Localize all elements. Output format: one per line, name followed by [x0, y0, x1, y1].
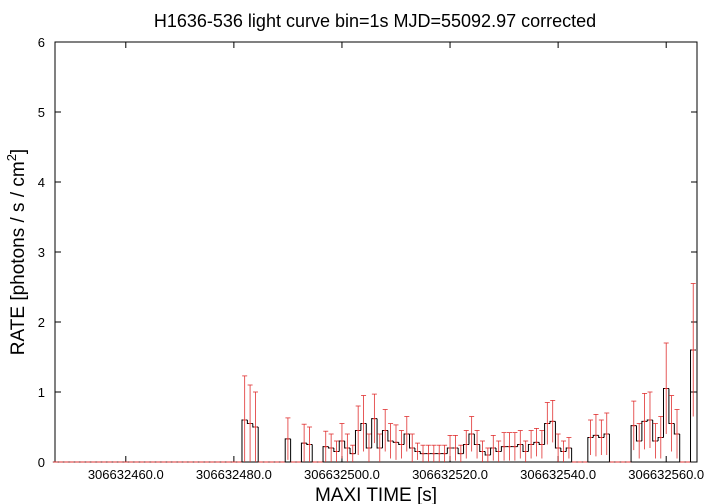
step-bin	[290, 438, 297, 463]
step-bin	[679, 434, 686, 463]
y-tick-label: 3	[38, 245, 45, 260]
y-axis-label-superscript: 2	[4, 154, 19, 161]
chart-title: H1636-536 light curve bin=1s MJD=55092.9…	[154, 11, 596, 31]
y-tick-label: 1	[38, 385, 45, 400]
x-tick-label: 306632540.0	[520, 467, 596, 482]
y-axis-label: RATE [photons / s / cm2]	[4, 149, 29, 355]
y-tick-label: 4	[38, 175, 45, 190]
y-axis-label-main: RATE [photons / s / cm	[8, 161, 29, 355]
step-bin	[571, 448, 578, 463]
x-tick-label: 306632560.0	[628, 467, 704, 482]
y-axis-label-end: ]	[8, 149, 29, 154]
plot-frame	[54, 41, 698, 463]
x-axis-label: MAXI TIME [s]	[315, 485, 437, 504]
step-bin	[311, 444, 318, 463]
y-tick-label: 6	[38, 35, 45, 50]
x-tick-label: 306632460.0	[88, 467, 164, 482]
y-tick-label: 5	[38, 105, 45, 120]
y-tick-label: 2	[38, 315, 45, 330]
x-tick-label: 306632520.0	[412, 467, 488, 482]
step-bin	[257, 427, 264, 463]
x-tick-label: 306632500.0	[304, 467, 380, 482]
x-tick-label: 306632480.0	[196, 467, 272, 482]
y-tick-label: 0	[38, 455, 45, 470]
step-bin	[608, 434, 615, 463]
